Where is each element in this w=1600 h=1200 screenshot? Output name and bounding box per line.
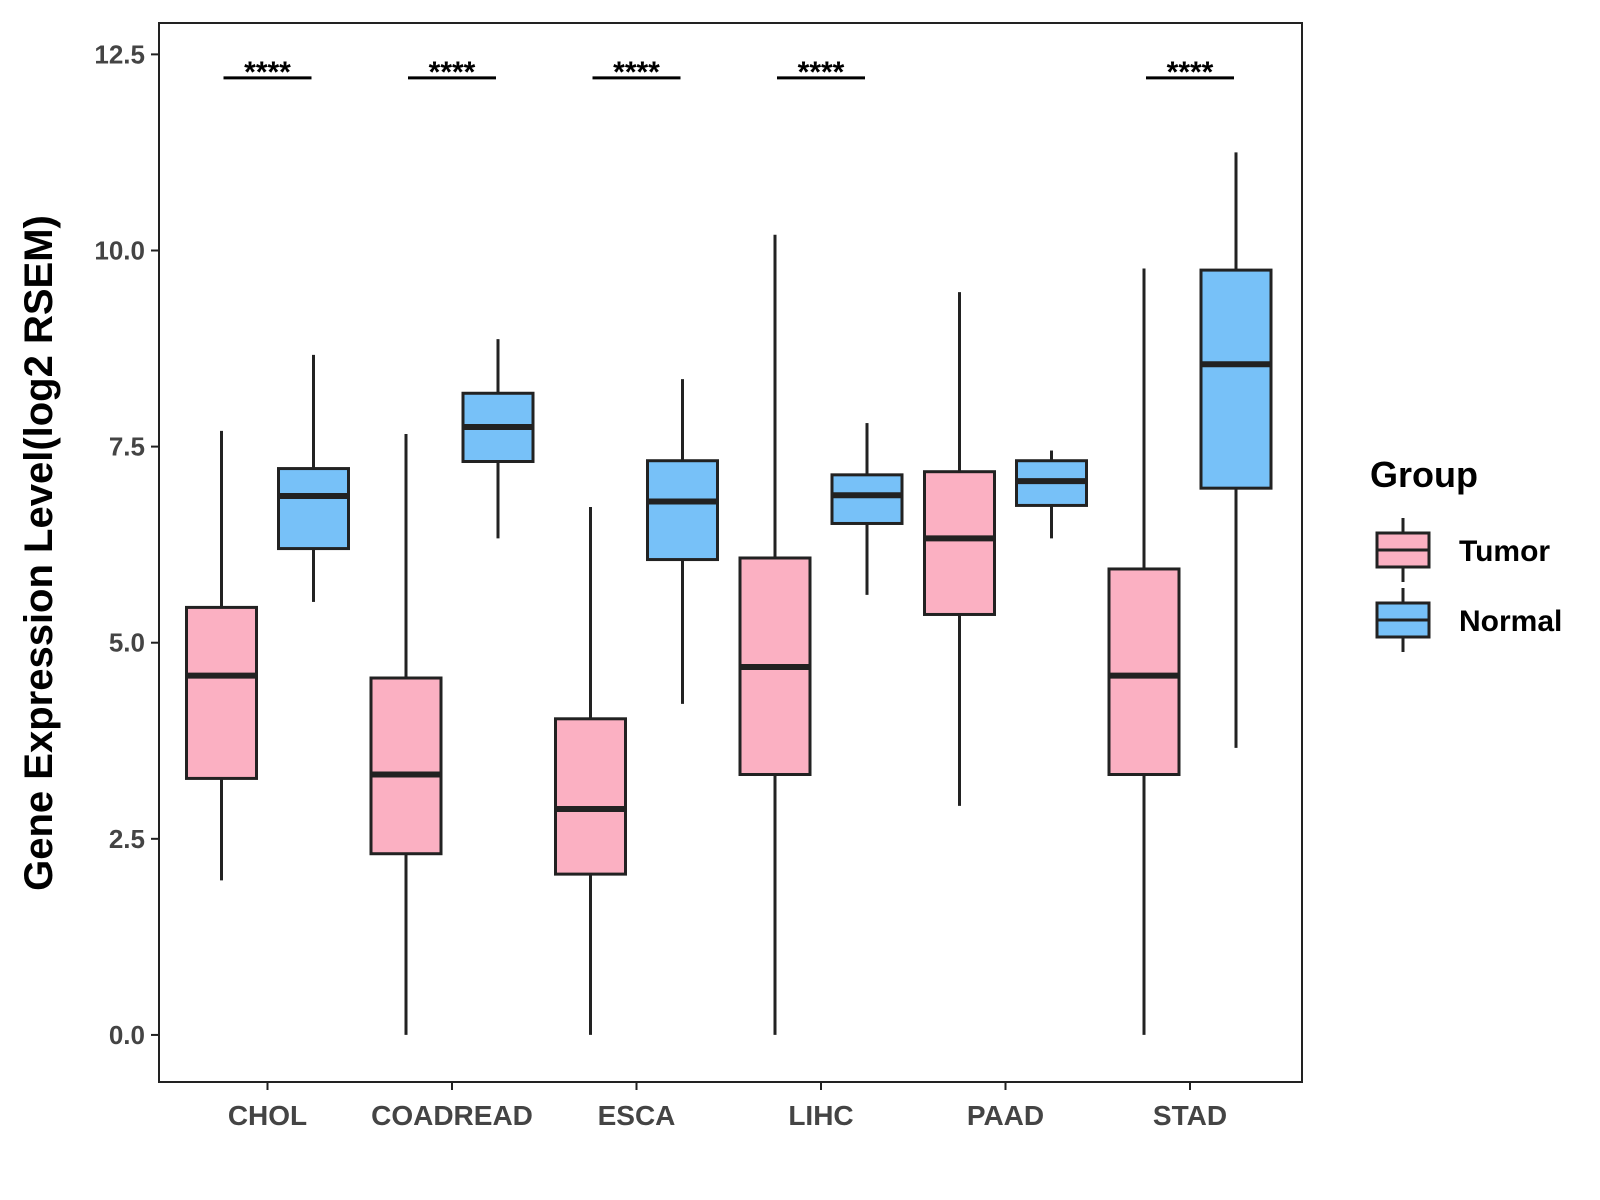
- significance-label: ****: [798, 56, 845, 89]
- box-normal-paad: [1015, 450, 1088, 539]
- box-tumor-stad: [1107, 268, 1181, 1035]
- x-tick-label: ESCA: [598, 1100, 676, 1131]
- significance-marks: **** **** **** **** ****: [223, 56, 1234, 89]
- box-normal-chol: [277, 354, 350, 602]
- y-tick-label: 5.0: [109, 628, 145, 658]
- box-iqr: [369, 676, 443, 856]
- box-tumor-coadread: [369, 434, 443, 1035]
- box-tumor-chol: [185, 430, 258, 881]
- legend-item-tumor: Tumor: [1375, 518, 1550, 582]
- box-iqr: [277, 467, 350, 551]
- box-tumor-lihc: [738, 234, 812, 1035]
- box-normal-esca: [646, 379, 719, 704]
- box-tumor-paad: [923, 292, 996, 806]
- legend-title: Group: [1370, 454, 1478, 495]
- box-normal-coadread: [461, 339, 535, 539]
- x-axis: CHOL COADREAD ESCA LIHC PAAD STAD: [228, 1082, 1227, 1131]
- x-tick-label: STAD: [1153, 1100, 1227, 1131]
- box-normal-stad: [1199, 152, 1273, 748]
- y-tick-label: 10.0: [94, 235, 145, 265]
- box-iqr: [646, 459, 719, 562]
- box-tumor-esca: [554, 507, 627, 1035]
- x-tick-label: LIHC: [788, 1100, 853, 1131]
- y-tick-label: 12.5: [94, 39, 145, 69]
- boxes: [185, 152, 1273, 1035]
- significance-label: ****: [1167, 56, 1214, 89]
- x-tick-label: CHOL: [228, 1100, 307, 1131]
- box-iqr: [554, 717, 627, 876]
- box-iqr: [1107, 567, 1181, 776]
- box-normal-lihc: [830, 423, 904, 595]
- y-tick-label: 7.5: [109, 432, 145, 462]
- significance-label: ****: [244, 56, 291, 89]
- y-tick-label: 0.0: [109, 1020, 145, 1050]
- box-iqr: [1199, 268, 1273, 490]
- legend-label: Tumor: [1459, 535, 1550, 568]
- box-iqr: [185, 605, 258, 780]
- legend-item-normal: Normal: [1375, 588, 1562, 652]
- box-iqr: [830, 473, 904, 525]
- legend-label: Normal: [1459, 605, 1562, 638]
- y-axis: 0.0 2.5 5.0 7.5 10.0 12.5: [94, 39, 159, 1050]
- significance-label: ****: [613, 56, 660, 89]
- plot-panel: [158, 22, 1303, 1083]
- x-tick-label: PAAD: [967, 1100, 1044, 1131]
- box-iqr: [923, 470, 996, 616]
- y-axis-title: Gene Expression Level(log2 RSEM): [17, 215, 61, 891]
- legend: Group Tumor Normal: [1370, 454, 1562, 652]
- y-tick-label: 2.5: [109, 824, 145, 854]
- x-tick-label: COADREAD: [371, 1100, 533, 1131]
- significance-label: ****: [429, 56, 476, 89]
